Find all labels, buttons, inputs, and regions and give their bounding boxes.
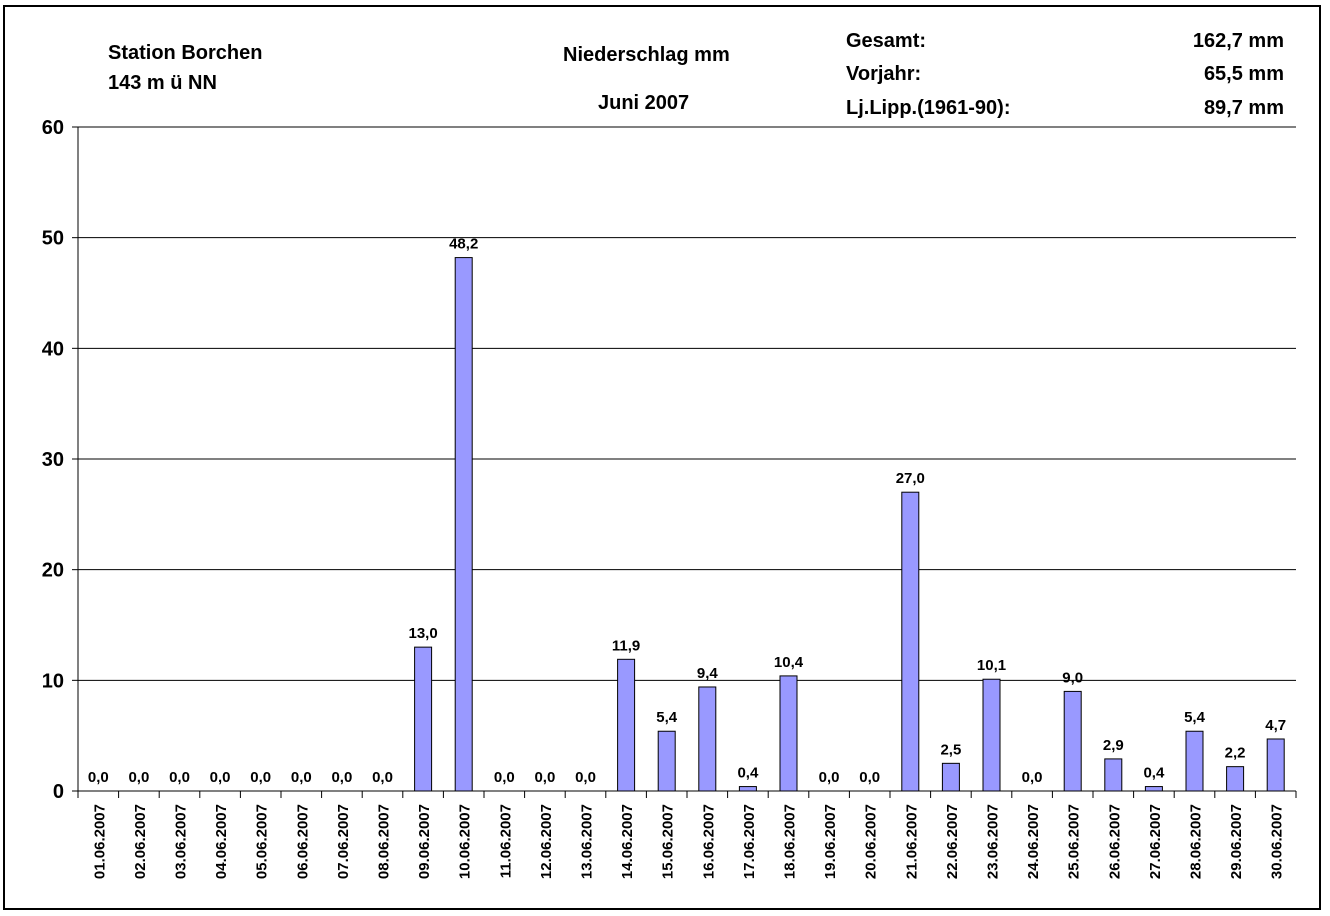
x-tick-label: 23.06.2007 [985,804,1002,879]
data-label: 0,0 [859,769,880,786]
station-name: Station Borchen [108,42,263,64]
x-tick-label: 12.06.2007 [538,804,555,879]
x-tick-label: 09.06.2007 [416,804,433,879]
data-label: 0,0 [575,769,596,786]
data-label: 5,4 [1184,709,1206,726]
bar [779,675,798,792]
data-label: 0,0 [494,769,515,786]
bar [1226,766,1245,792]
data-label: 27,0 [896,470,925,487]
data-label: 0,4 [737,765,759,782]
x-tick-label: 21.06.2007 [903,804,920,879]
bar [657,730,676,792]
bar [1185,730,1204,792]
station-elevation: 143 m ü NN [108,72,217,94]
y-tick-label: 50 [42,228,64,250]
data-label: 5,4 [656,709,678,726]
data-label: 0,0 [331,769,352,786]
data-label: 9,0 [1062,669,1083,686]
chart-title: Niederschlag mm [563,44,730,66]
data-label: 10,1 [977,657,1006,674]
data-label: 10,4 [774,654,804,671]
data-label: 9,4 [697,665,719,682]
summary-prev-year-value: 65,5 mm [1203,63,1284,85]
x-tick-label: 11.06.2007 [497,804,514,878]
data-label: 0,0 [250,769,271,786]
data-label: 0,0 [534,769,555,786]
data-label: 0,0 [291,769,312,786]
x-tick-label: 02.06.2007 [132,804,149,879]
data-label: 0,0 [88,769,109,786]
bar [901,491,920,792]
x-tick-label: 05.06.2007 [254,804,271,879]
data-label: 11,9 [612,637,640,654]
x-tick-label: 07.06.2007 [335,804,352,879]
x-tick-label: 19.06.2007 [822,804,839,879]
bar [941,762,960,792]
data-label: 4,7 [1265,717,1286,734]
data-label: 2,9 [1103,737,1124,754]
x-tick-label: 03.06.2007 [173,804,190,879]
x-tick-label: 30.06.2007 [1269,804,1286,879]
bar [617,658,636,792]
summary-longterm-label: Lj.Lipp.(1961-90): [846,97,1011,119]
data-label: 13,0 [408,625,437,642]
data-label: 0,0 [819,769,840,786]
summary-total-value: 162,7 mm [1192,30,1284,52]
data-label: 0,0 [169,769,190,786]
bar [1144,786,1163,792]
x-tick-label: 17.06.2007 [741,804,758,879]
x-tick-label: 10.06.2007 [457,804,474,879]
x-tick-label: 01.06.2007 [91,804,108,879]
x-tick-label: 18.06.2007 [782,804,799,879]
x-tick-label: 14.06.2007 [619,804,636,879]
bar [1266,738,1285,792]
x-tick-label: 29.06.2007 [1228,804,1245,879]
y-tick-label: 10 [42,670,64,692]
bar [738,786,757,792]
bar [414,646,433,792]
x-tick-label: 28.06.2007 [1188,804,1205,879]
data-label: 0,0 [1022,769,1043,786]
x-tick-label: 25.06.2007 [1066,804,1083,879]
y-tick-label: 20 [42,560,64,582]
y-tick-label: 0 [53,781,64,803]
summary-prev-year-label: Vorjahr: [846,63,922,85]
x-tick-label: 15.06.2007 [660,804,677,879]
bar [454,257,473,792]
data-label: 0,0 [128,769,149,786]
data-label: 2,2 [1225,745,1246,762]
data-label: 0,4 [1143,765,1165,782]
y-tick-label: 40 [42,338,64,360]
data-label: 2,5 [940,741,961,758]
bar [982,678,1001,792]
data-label: 48,2 [449,236,478,253]
x-tick-label: 13.06.2007 [579,804,596,879]
bar [698,686,717,792]
y-tick-label: 30 [42,449,64,471]
data-label: 0,0 [372,769,393,786]
x-tick-label: 24.06.2007 [1025,804,1042,879]
x-tick-label: 20.06.2007 [863,804,880,879]
chart-period: Juni 2007 [598,92,690,114]
bar [1104,758,1123,792]
x-tick-label: 04.06.2007 [213,804,230,879]
x-tick-label: 08.06.2007 [376,804,393,879]
x-tick-label: 16.06.2007 [700,804,717,879]
data-label: 0,0 [210,769,231,786]
summary-longterm-value: 89,7 mm [1203,97,1284,119]
x-tick-label: 22.06.2007 [944,804,961,879]
summary-total-label: Gesamt: [846,30,927,52]
x-tick-label: 27.06.2007 [1147,804,1164,879]
x-tick-label: 06.06.2007 [294,804,311,879]
y-tick-label: 60 [42,117,64,139]
bar [1063,690,1082,792]
x-tick-label: 26.06.2007 [1106,804,1123,879]
